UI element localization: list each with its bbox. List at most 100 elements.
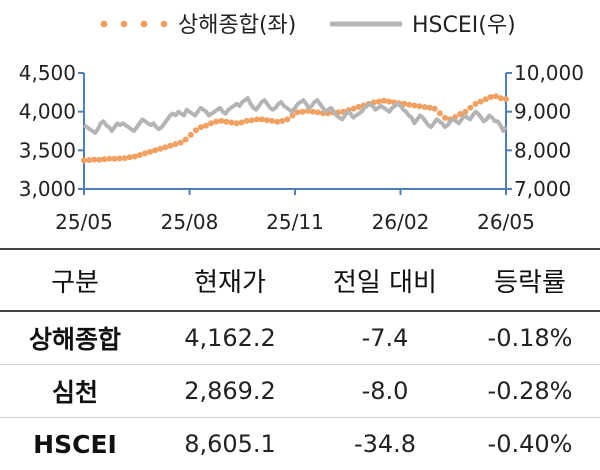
shanghai-point <box>467 105 473 111</box>
table-row: 상해종합 4,162.2 -7.4 -0.18% <box>0 311 600 365</box>
shanghai-point <box>437 110 443 116</box>
shanghai-point <box>228 120 234 126</box>
shanghai-point <box>249 117 255 123</box>
row-rate: -0.18% <box>460 311 600 365</box>
shanghai-point <box>193 127 199 133</box>
shanghai-point <box>488 94 494 100</box>
shanghai-point <box>274 119 280 125</box>
shanghai-point <box>498 95 504 101</box>
shanghai-point <box>132 154 138 160</box>
shanghai-point <box>234 120 240 126</box>
shanghai-point <box>386 99 392 105</box>
shanghai-point <box>178 140 184 146</box>
shanghai-point <box>244 118 250 124</box>
legend-shanghai-marker <box>121 21 128 28</box>
index-table: 구분 현재가 전일 대비 등락률 상해종합 4,162.2 -7.4 -0.18… <box>0 248 600 470</box>
shanghai-point <box>117 156 123 162</box>
row-price: 4,162.2 <box>150 311 310 365</box>
shanghai-point <box>432 106 438 112</box>
left-y-tick-label: 4,500 <box>19 61 76 85</box>
right-y-tick-label: 9,000 <box>514 100 571 124</box>
shanghai-point <box>81 157 87 163</box>
shanghai-point <box>284 116 290 122</box>
shanghai-point <box>147 149 153 155</box>
legend-shanghai-marker <box>101 21 108 28</box>
row-change: -8.0 <box>310 365 460 418</box>
shanghai-point <box>208 120 214 126</box>
table-row: 심천 2,869.2 -8.0 -0.28% <box>0 365 600 418</box>
table-header-row: 구분 현재가 전일 대비 등락률 <box>0 249 600 311</box>
shanghai-point <box>106 156 112 162</box>
shanghai-point <box>167 143 173 149</box>
legend-hscei-label: HSCEI(우) <box>412 13 516 38</box>
shanghai-point <box>493 93 499 99</box>
header-category: 구분 <box>0 249 150 311</box>
shanghai-point <box>417 103 423 109</box>
shanghai-point <box>478 99 484 105</box>
row-rate: -0.40% <box>460 418 600 470</box>
shanghai-point <box>142 150 148 156</box>
shanghai-point <box>183 137 189 143</box>
shanghai-point <box>406 102 412 108</box>
shanghai-point <box>300 109 306 115</box>
shanghai-point <box>91 157 97 163</box>
left-y-tick-label: 4,000 <box>19 100 76 124</box>
shanghai-point <box>152 147 158 153</box>
shanghai-point <box>213 119 219 125</box>
row-change: -7.4 <box>310 311 460 365</box>
right-y-tick-label: 10,000 <box>514 61 584 85</box>
shanghai-point <box>203 123 209 129</box>
shanghai-point <box>351 106 357 112</box>
shanghai-point <box>442 115 448 121</box>
header-price: 현재가 <box>150 249 310 311</box>
shanghai-point <box>223 119 229 125</box>
left-y-tick-label: 3,000 <box>19 177 76 201</box>
header-change: 전일 대비 <box>310 249 460 311</box>
right-y-tick-label: 8,000 <box>514 138 571 162</box>
row-change: -34.8 <box>310 418 460 470</box>
shanghai-point <box>198 124 204 130</box>
shanghai-point <box>376 99 382 105</box>
shanghai-point <box>264 117 270 123</box>
header-rate: 등락률 <box>460 249 600 311</box>
shanghai-point <box>503 96 509 102</box>
row-name: 상해종합 <box>0 311 150 365</box>
shanghai-point <box>269 118 275 124</box>
shanghai-point <box>239 120 245 126</box>
x-tick-label: 25/08 <box>161 210 219 234</box>
x-tick-label: 26/02 <box>372 210 430 234</box>
row-name: 심천 <box>0 365 150 418</box>
legend-shanghai-marker <box>141 21 148 28</box>
right-y-tick-label: 7,000 <box>514 177 571 201</box>
x-tick-label: 26/05 <box>477 210 535 234</box>
legend-shanghai-marker <box>161 21 168 28</box>
index-table-section: 구분 현재가 전일 대비 등락률 상해종합 4,162.2 -7.4 -0.18… <box>0 248 600 464</box>
shanghai-point <box>112 156 118 162</box>
shanghai-point <box>218 118 224 124</box>
shanghai-point <box>381 98 387 104</box>
shanghai-point <box>101 156 107 162</box>
shanghai-point <box>427 105 433 111</box>
shanghai-point <box>412 103 418 109</box>
shanghai-point <box>473 101 479 107</box>
shanghai-point <box>315 109 321 115</box>
left-y-tick-label: 3,500 <box>19 138 76 162</box>
line-chart: 3,000 3,500 4,000 4,500 7,000 8,000 9,000 10,00… <box>0 0 600 248</box>
shanghai-point <box>127 154 133 160</box>
shanghai-point <box>137 152 143 158</box>
shanghai-point <box>188 132 194 138</box>
row-price: 2,869.2 <box>150 365 310 418</box>
shanghai-point <box>122 155 128 161</box>
shanghai-point <box>310 109 316 115</box>
row-price: 8,605.1 <box>150 418 310 470</box>
chart-area: 3,000 3,500 4,000 4,500 7,000 8,000 9,000 10,00… <box>0 0 600 248</box>
x-tick-label: 25/05 <box>55 210 113 234</box>
row-name: HSCEI <box>0 418 150 470</box>
x-tick-label: 25/11 <box>266 210 324 234</box>
shanghai-point <box>259 116 265 122</box>
shanghai-point <box>173 141 179 147</box>
shanghai-point <box>162 144 168 150</box>
table-row: HSCEI 8,605.1 -34.8 -0.40% <box>0 418 600 470</box>
legend-shanghai-label: 상해종합(좌) <box>178 13 296 38</box>
shanghai-point <box>422 104 428 110</box>
